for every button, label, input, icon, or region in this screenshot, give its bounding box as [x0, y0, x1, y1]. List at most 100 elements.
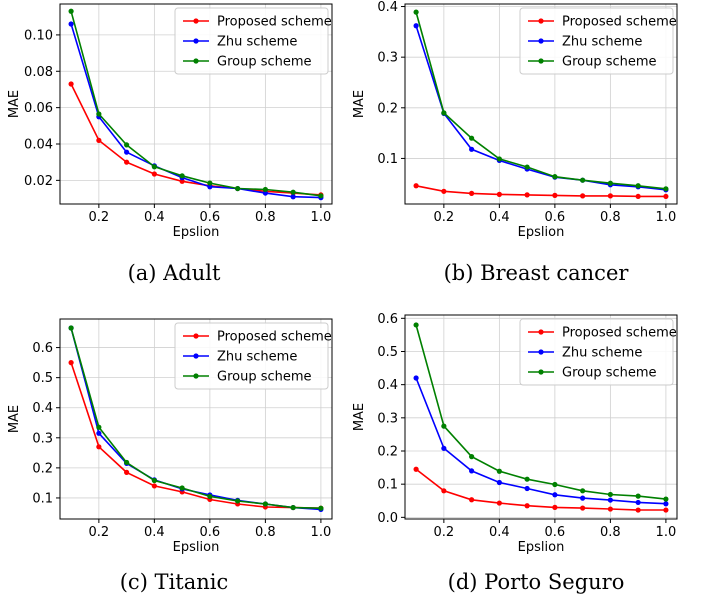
data-point	[469, 497, 475, 503]
y-tick-label: 0.3	[377, 411, 398, 426]
x-tick-label: 0.4	[489, 525, 510, 540]
data-point	[124, 159, 130, 165]
x-tick-label: 0.6	[545, 525, 566, 540]
data-point	[413, 375, 419, 381]
x-tick-label: 0.6	[200, 525, 221, 540]
y-tick-label: 0.4	[32, 401, 53, 416]
data-point	[580, 177, 586, 183]
data-point	[607, 497, 613, 503]
data-point	[68, 21, 74, 27]
legend-label: Zhu scheme	[562, 35, 642, 50]
data-point	[413, 183, 419, 189]
x-tick-label: 0.8	[255, 210, 276, 225]
x-axis-label: Epslion	[518, 225, 565, 240]
data-point	[524, 503, 530, 509]
legend-marker	[193, 18, 199, 24]
data-point	[635, 183, 641, 189]
data-point	[441, 423, 447, 429]
x-tick-label: 1.0	[311, 525, 332, 540]
data-point	[441, 488, 447, 494]
legend-marker	[538, 329, 544, 335]
legend-label: Proposed scheme	[217, 15, 332, 30]
data-point	[262, 190, 268, 196]
y-tick-label: 0.1	[32, 491, 53, 506]
x-axis-label: Epslion	[518, 540, 565, 555]
legend-label: Proposed scheme	[562, 326, 677, 341]
data-point	[524, 476, 530, 482]
y-tick-label: 0.6	[377, 312, 398, 327]
data-point	[496, 191, 502, 197]
data-point	[290, 504, 296, 511]
y-tick-label: 0.3	[377, 51, 398, 66]
legend-marker	[193, 353, 199, 359]
data-point	[207, 493, 213, 500]
series-line-0	[70, 83, 321, 196]
x-tick-label: 0.4	[489, 210, 510, 225]
data-point	[607, 180, 613, 186]
data-point	[469, 454, 475, 460]
legend-label: Group scheme	[562, 366, 657, 381]
data-point	[151, 477, 157, 484]
data-point	[413, 466, 419, 472]
plot-frame	[404, 3, 678, 205]
plot-frame	[59, 318, 333, 520]
y-tick-label: 0.02	[24, 174, 53, 189]
data-point	[151, 171, 157, 177]
data-point	[290, 189, 296, 195]
legend-marker	[193, 58, 199, 64]
data-point	[635, 499, 641, 506]
legend-label: Group scheme	[217, 370, 312, 385]
data-point	[68, 325, 74, 331]
data-point	[441, 110, 447, 116]
data-point	[68, 8, 74, 14]
data-point	[496, 156, 502, 162]
y-tick-label: 0.4	[377, 0, 398, 15]
x-axis-label: Epslion	[173, 540, 220, 555]
y-tick-label: 0.2	[377, 445, 398, 460]
x-axis-label: Epslion	[173, 225, 220, 240]
series-line-2	[70, 11, 322, 197]
legend-box	[174, 322, 329, 390]
plot-frame	[59, 3, 333, 205]
data-point	[207, 184, 213, 190]
data-point	[552, 504, 558, 510]
data-point	[318, 505, 324, 511]
data-point	[663, 186, 669, 192]
data-point	[441, 445, 447, 451]
data-point	[290, 194, 296, 200]
data-point	[96, 137, 102, 143]
x-tick-label: 0.2	[434, 525, 455, 540]
chart-panel-0: 0.2 0.4 0.6 0.8 1.0 0.02 0.04 0.06 0.08 0.10 Epsli…	[7, 3, 333, 285]
data-point	[663, 501, 669, 507]
data-point	[124, 469, 130, 475]
y-tick-label: 0.2	[377, 101, 398, 116]
data-point	[524, 192, 530, 198]
legend-label: Zhu scheme	[217, 350, 297, 365]
data-point	[151, 483, 157, 489]
series-line-1	[70, 23, 321, 199]
y-tick-label: 0.5	[32, 371, 53, 386]
y-tick-label: 0.2	[32, 461, 53, 476]
legend-label: Proposed scheme	[217, 330, 332, 345]
data-point	[96, 430, 102, 436]
legend-marker	[538, 18, 544, 24]
series-line-1	[415, 25, 666, 191]
data-point	[151, 164, 157, 170]
data-point	[124, 459, 130, 466]
legend-box	[174, 7, 329, 75]
data-point	[580, 488, 586, 494]
data-point	[580, 193, 586, 199]
x-tick-label: 0.2	[434, 210, 455, 225]
series-line-0	[415, 468, 666, 511]
series-line-2	[70, 327, 321, 509]
data-point	[469, 190, 475, 196]
data-point	[413, 9, 419, 15]
data-point	[235, 185, 241, 192]
data-point	[524, 164, 530, 170]
chart-panel-2: 0.2 0.4 0.6 0.8 1.00.10.20.30.40.50.6Epslion…	[7, 318, 333, 594]
data-point	[663, 507, 669, 513]
data-point	[663, 193, 669, 200]
data-point	[262, 186, 268, 193]
x-tick-label: 1.0	[311, 210, 332, 225]
x-tick-label: 0.2	[89, 210, 110, 225]
